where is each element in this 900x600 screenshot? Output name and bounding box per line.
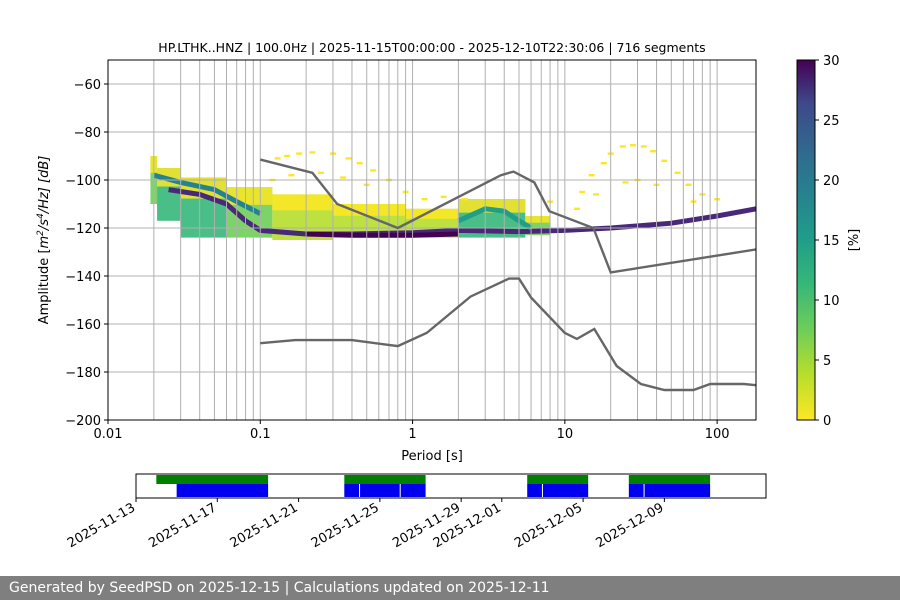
timeline-blue-span bbox=[176, 484, 269, 497]
timeline-blue-span bbox=[344, 484, 426, 497]
psd-sparse-cell bbox=[317, 171, 324, 174]
timeline-tick-label: 2025-11-17 bbox=[146, 500, 219, 551]
footer-bar: Generated by SeedPSD on 2025-12-15 | Cal… bbox=[0, 576, 900, 600]
timeline-blue-span bbox=[527, 484, 589, 497]
psd-sparse-cell bbox=[674, 171, 681, 174]
psd-sparse-cell bbox=[421, 198, 428, 201]
timeline-tick-label: 2025-11-21 bbox=[228, 500, 301, 551]
psd-sparse-cell bbox=[288, 174, 295, 177]
x-tick-label: 0.01 bbox=[94, 427, 123, 442]
psd-sparse-cell bbox=[685, 183, 692, 186]
plot-frame bbox=[107, 59, 757, 421]
colorbar-ticks: 0 5 10 15 20 25 30 bbox=[815, 54, 840, 429]
x-tick-label: 1 bbox=[408, 427, 416, 442]
x-axis: 0.01 0.1 1 10 100 bbox=[94, 420, 730, 442]
colorbar-tick-label: 10 bbox=[823, 294, 840, 309]
y-axis-label: Amplitude [m2/s4/Hz] [dB] bbox=[36, 156, 52, 325]
timeline-tick-label: 2025-12-05 bbox=[512, 500, 585, 551]
psd-sparse-cell bbox=[356, 162, 363, 165]
timeline-layer bbox=[156, 475, 711, 497]
heatmap-layer bbox=[150, 144, 756, 240]
psd-sparse-cell bbox=[622, 181, 629, 184]
x-tick-label: 100 bbox=[705, 427, 730, 442]
colorbar-tick-label: 5 bbox=[823, 354, 831, 369]
y-tick-label: −180 bbox=[65, 366, 101, 381]
psd-mode-line bbox=[306, 231, 459, 238]
psd-sparse-cell bbox=[629, 144, 636, 147]
psd-density-band-upper bbox=[525, 216, 551, 223]
timeline-blue-span bbox=[628, 484, 711, 497]
psd-sparse-cell bbox=[345, 157, 352, 160]
colorbar-tick-label: 20 bbox=[823, 174, 840, 189]
timeline-tick-label: 2025-11-25 bbox=[309, 500, 382, 551]
figure-canvas: HP.LTHK..HNZ | 100.0Hz | 2025-11-15T00:0… bbox=[36, 40, 862, 551]
y-tick-label: −60 bbox=[74, 78, 101, 93]
psd-density-band-upper bbox=[458, 199, 526, 213]
high-noise-model-line bbox=[260, 158, 756, 274]
x-tick-label: 10 bbox=[557, 427, 574, 442]
psd-sparse-cell bbox=[296, 152, 303, 155]
colorbar-tick-label: 30 bbox=[823, 54, 840, 69]
timeline-green-span bbox=[527, 475, 589, 484]
psd-sparse-cell bbox=[340, 176, 347, 179]
psd-sparse-cell bbox=[600, 162, 607, 165]
colorbar bbox=[796, 59, 816, 421]
y-tick-label: −120 bbox=[65, 222, 101, 237]
timeline-tick-label: 2025-12-09 bbox=[593, 500, 666, 551]
psd-sparse-cell bbox=[640, 145, 647, 148]
colorbar-tick-label: 25 bbox=[823, 114, 840, 129]
psd-density-band-upper bbox=[272, 194, 333, 211]
psd-sparse-cell bbox=[619, 145, 626, 148]
psd-sparse-cell bbox=[650, 150, 657, 153]
psd-density-band-upper bbox=[332, 204, 406, 216]
psd-sparse-cell bbox=[370, 169, 377, 172]
psd-sparse-cell bbox=[592, 193, 599, 196]
timeline-green-span bbox=[156, 475, 269, 484]
timeline-green-span bbox=[344, 475, 426, 484]
y-tick-label: −160 bbox=[65, 318, 101, 333]
x-axis-label: Period [s] bbox=[401, 449, 463, 464]
psd-sparse-cell bbox=[661, 159, 668, 162]
grid-layer bbox=[108, 60, 756, 421]
noise-model-layer bbox=[260, 158, 756, 392]
y-axis: −60 −80 −100 −120 −140 −160 −180 −200 bbox=[65, 78, 108, 429]
y-tick-label: −140 bbox=[65, 270, 101, 285]
y-tick-label: −100 bbox=[65, 174, 101, 189]
psd-sparse-cell bbox=[461, 198, 468, 201]
psd-sparse-cell bbox=[440, 195, 447, 198]
psd-sparse-cell bbox=[579, 190, 586, 194]
colorbar-label: [%] bbox=[847, 229, 862, 252]
low-noise-model-line bbox=[260, 277, 756, 392]
x-tick-label: 0.1 bbox=[250, 427, 271, 442]
y-tick-label: −80 bbox=[74, 126, 101, 141]
y-tick-label: −200 bbox=[65, 414, 101, 429]
psd-sparse-cell bbox=[573, 207, 580, 210]
timeline-axis: 2025-11-13 2025-11-17 2025-11-21 2025-11-25… bbox=[65, 498, 666, 551]
chart-title: HP.LTHK..HNZ | 100.0Hz | 2025-11-15T00:0… bbox=[158, 40, 705, 55]
psd-sparse-cell bbox=[274, 157, 281, 160]
psd-sparse-cell bbox=[284, 154, 291, 158]
colorbar-tick-label: 0 bbox=[823, 414, 831, 429]
psd-sparse-cell bbox=[588, 174, 595, 177]
psd-density-band-upper bbox=[405, 208, 459, 219]
colorbar-tick-label: 15 bbox=[823, 234, 840, 249]
psd-sparse-cell bbox=[309, 151, 316, 154]
timeline-green-span bbox=[628, 475, 711, 484]
timeline-tick-label: 2025-11-13 bbox=[65, 500, 138, 551]
footer-text: Generated by SeedPSD on 2025-12-15 | Cal… bbox=[9, 580, 550, 596]
